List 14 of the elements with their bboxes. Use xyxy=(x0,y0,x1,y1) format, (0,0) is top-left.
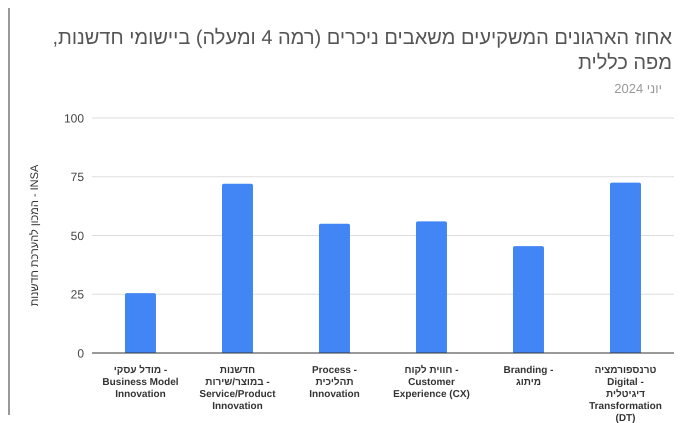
bar xyxy=(222,184,253,353)
bar xyxy=(610,182,641,353)
y-tick-label: 25 xyxy=(70,288,84,302)
bar xyxy=(318,224,350,353)
y-tick-label: 75 xyxy=(70,170,84,184)
y-tick-label: 100 xyxy=(64,111,84,126)
bar xyxy=(416,221,447,353)
y-axis-title: המכון להערכת חדשנות - INSA xyxy=(28,164,41,306)
bar xyxy=(512,246,544,353)
chart-title: אחוז הארגונים המשקיעים משאבים ניכרים (רמה 4 ומעלה) ביישומי חדשנות, מפה כללית xyxy=(51,26,672,76)
chart-subtitle: יוני 2024 xyxy=(614,81,662,96)
bar xyxy=(124,293,156,353)
y-tick-label: 0 xyxy=(77,346,84,360)
y-tick-label: 50 xyxy=(70,228,84,243)
